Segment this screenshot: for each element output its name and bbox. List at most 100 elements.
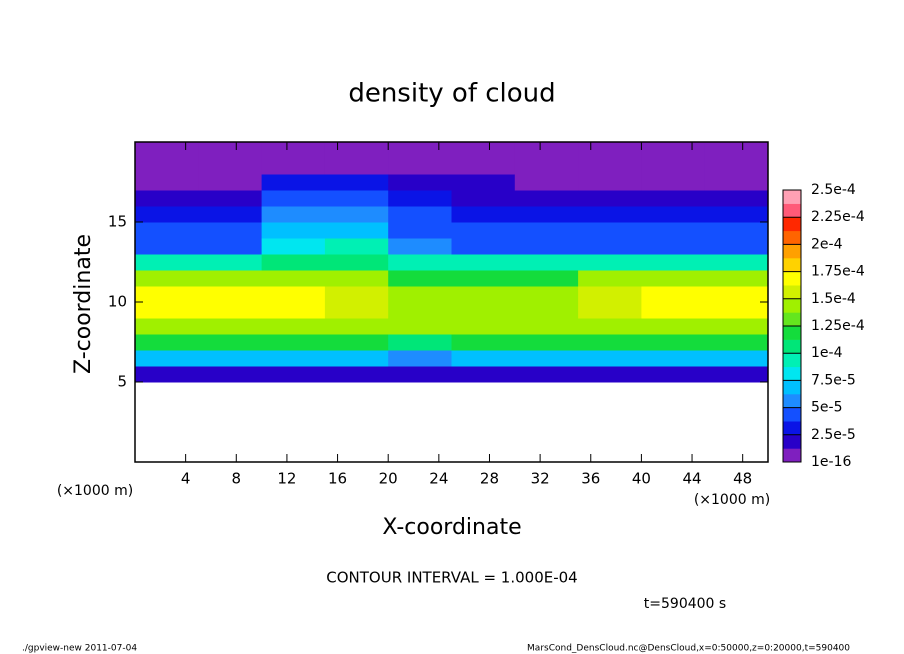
field-cell (704, 158, 769, 175)
colorbar-swatch (783, 434, 801, 449)
field-cell (704, 334, 769, 351)
field-cell (514, 318, 579, 335)
field-cell (451, 158, 516, 175)
field-cell (198, 174, 263, 191)
x-unit-label: (×1000 m) (694, 492, 770, 508)
x-tick-label: 12 (277, 470, 296, 488)
field-cell (578, 334, 642, 351)
colorbar-swatch (783, 421, 801, 436)
y-axis-label: Z-coordinate (71, 234, 96, 374)
field-cell (324, 254, 389, 271)
footer-right: MarsCond_DensCloud.nc@DensCloud,x=0:5000… (527, 644, 850, 654)
field-cell (641, 334, 706, 351)
field-cell (324, 350, 389, 367)
colorbar-label: 1.5e-4 (811, 291, 856, 307)
colorbar-swatch (783, 244, 801, 259)
field-cell (578, 238, 642, 255)
field-cell (198, 318, 263, 335)
field-cell (324, 302, 389, 319)
field-cell (514, 206, 579, 223)
field-cell (135, 302, 199, 319)
field-cell (704, 318, 769, 335)
field-cell (514, 334, 579, 351)
field-cell (641, 222, 706, 239)
field-cell (261, 302, 326, 319)
colorbar-swatch (783, 217, 801, 232)
field-cell (514, 350, 579, 367)
colorbar-swatch (783, 203, 801, 218)
field-cell (514, 366, 579, 383)
colorbar-label: 1.25e-4 (811, 318, 865, 334)
colorbar-swatch (783, 366, 801, 381)
field-cell (198, 222, 263, 239)
colorbar-swatch (783, 339, 801, 354)
field-cell (451, 222, 516, 239)
field-cell (135, 334, 199, 351)
field-cell (451, 190, 516, 207)
field (135, 142, 769, 383)
field-cell (198, 190, 263, 207)
field-cell (641, 286, 706, 303)
field-cell (261, 206, 326, 223)
field-cell (641, 318, 706, 335)
field-cell (578, 270, 642, 287)
field-cell (641, 350, 706, 367)
colorbar-label: 2.5e-5 (811, 427, 856, 443)
field-cell (261, 174, 326, 191)
field-cell (578, 318, 642, 335)
field-cell (641, 190, 706, 207)
field-cell (704, 206, 769, 223)
field-cell (641, 366, 706, 383)
field-cell (578, 350, 642, 367)
field-cell (578, 142, 642, 159)
field-cell (704, 286, 769, 303)
field-cell (135, 142, 199, 159)
field-cell (388, 238, 452, 255)
field-cell (641, 142, 706, 159)
field-cell (514, 190, 579, 207)
field-cell (261, 238, 326, 255)
field-cell (641, 302, 706, 319)
field-cell (135, 222, 199, 239)
field-cell (704, 270, 769, 287)
field-cell (261, 142, 326, 159)
colorbar-label: 7.5e-5 (811, 372, 856, 388)
field-cell (388, 206, 452, 223)
field-cell (514, 270, 579, 287)
field-cell (514, 302, 579, 319)
field-cell (261, 190, 326, 207)
colorbar-swatch (783, 448, 801, 463)
colorbar-label: 2.25e-4 (811, 209, 865, 225)
field-cell (261, 366, 326, 383)
field-cell (578, 158, 642, 175)
colorbar-label: 1.75e-4 (811, 264, 865, 280)
colorbar-label: 2.5e-4 (811, 182, 856, 198)
field-cell (388, 350, 452, 367)
field-cell (451, 318, 516, 335)
x-tick-label: 16 (328, 470, 347, 488)
chart-title: density of cloud (348, 79, 555, 109)
field-cell (324, 366, 389, 383)
colorbar-swatch (783, 230, 801, 245)
field-cell (514, 158, 579, 175)
colorbar-swatch (783, 353, 801, 368)
field-cell (514, 238, 579, 255)
field-cell (324, 174, 389, 191)
field-cell (324, 206, 389, 223)
axes: 4 8 12 16 20 24 28 32 36 40 44 48510151e-162.5e-55e… (108, 141, 865, 488)
field-cell (451, 350, 516, 367)
field-cell (198, 350, 263, 367)
colorbar-swatch (783, 271, 801, 286)
field-cell (704, 254, 769, 271)
field-cell (388, 302, 452, 319)
colorbar-label: 1e-16 (811, 454, 851, 470)
field-cell (451, 238, 516, 255)
field-cell (261, 222, 326, 239)
field-cell (198, 158, 263, 175)
colorbar-label: 5e-5 (811, 400, 842, 416)
field-cell (198, 206, 263, 223)
field-cell (388, 174, 452, 191)
field-cell (261, 318, 326, 335)
field-cell (198, 302, 263, 319)
